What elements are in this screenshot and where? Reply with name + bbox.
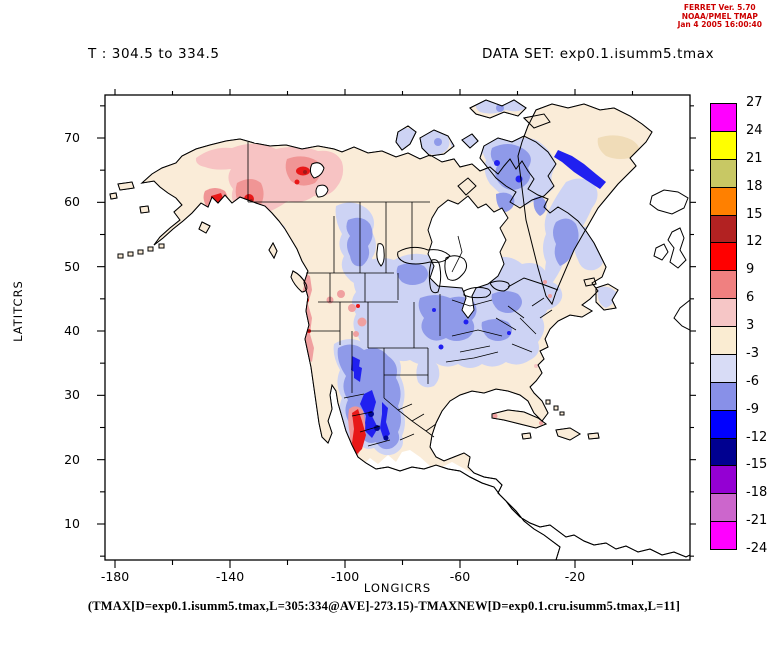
water-bodies	[309, 162, 509, 319]
y-tick-label: 40	[64, 322, 80, 338]
colorbar-boundary-label: 15	[746, 206, 763, 222]
colorbar-block	[710, 186, 737, 216]
y-tick-label: 30	[64, 387, 80, 403]
colorbar-block	[710, 326, 737, 355]
x-tick-label: -20	[564, 569, 586, 584]
colorbar-boundary-label: -6	[746, 373, 759, 389]
plot-title-variable-range: T : 304.5 to 334.5	[88, 46, 220, 62]
colorbar-block	[710, 381, 737, 411]
x-axis-label: LONGICRS	[363, 581, 432, 595]
colorbar-boundary-label: -24	[746, 541, 768, 556]
colorbar-boundary-label: 9	[746, 262, 755, 278]
colorbar-block	[710, 465, 737, 495]
x-tick-label: -60	[449, 569, 471, 584]
colorbar-block	[710, 353, 737, 383]
colorbar-boundary-label: 3	[746, 318, 755, 333]
y-tick-label: 50	[64, 258, 80, 274]
colorbar-boundary-label: 12	[746, 234, 763, 250]
great-bear-lake	[309, 162, 325, 179]
colorbar-boundary-label: -12	[746, 429, 768, 445]
variable-expression-caption: (TMAX[D=exp0.1.isumm5.tmax,L=305:334@AVE…	[87, 599, 681, 613]
y-tick-label: 10	[64, 515, 80, 531]
axis-tick-marks	[97, 89, 696, 568]
plot-frame	[104, 94, 691, 561]
x-tick-label: -180	[100, 569, 130, 584]
y-tick-label: 70	[64, 130, 80, 145]
colorbar-block	[710, 298, 737, 327]
x-tick-label: -140	[215, 569, 245, 584]
lake-winnipeg	[376, 243, 385, 267]
colorbar-block	[710, 214, 737, 244]
colorbar-boundary-label: -18	[746, 485, 768, 501]
colorbar-boundary-label: 6	[746, 290, 755, 306]
ferret-org-line: NOAA/PMEL TMAP	[681, 11, 758, 21]
colorbar-block	[710, 103, 737, 132]
ferret-version-line: FERRET Ver. 5.70	[683, 3, 756, 12]
colorbar-block	[710, 521, 737, 550]
colorbar-boundary-label: 27	[746, 95, 763, 110]
colorbar-boundary-label: -15	[746, 457, 768, 473]
colorbar-block	[710, 130, 737, 160]
great-lakes-outlines	[397, 246, 559, 299]
colorbar-block	[710, 437, 737, 467]
colorbar-block	[710, 270, 737, 300]
y-tick-label: 60	[64, 194, 80, 210]
ferret-version-header: FERRET Ver. 5.70 NOAA/PMEL TMAP Jan 4 20…	[677, 3, 762, 30]
plot-title-dataset: DATA SET: exp0.1.isumm5.tmax	[482, 46, 715, 62]
colorbar-block	[710, 493, 737, 523]
colorbar-block	[710, 158, 737, 188]
colorbar-block	[710, 242, 737, 272]
y-axis-label: LATITCRS	[11, 280, 25, 342]
x-tick-label: -100	[330, 569, 360, 584]
colorbar-boundary-label: -3	[746, 345, 759, 361]
ferret-date-line: Jan 4 2005 16:00:40	[677, 20, 762, 29]
colorbar-boundary-label: -9	[746, 401, 759, 417]
colorbar-block	[710, 409, 737, 439]
colorbar-boundary-label: 21	[746, 150, 763, 166]
colorbar-boundary-label: 18	[746, 178, 763, 194]
hudson-bay	[427, 195, 509, 319]
colorbar-boundary-label: -21	[746, 513, 768, 529]
political-boundaries	[247, 142, 553, 447]
y-tick-label: 20	[64, 451, 80, 467]
great-slave-lake	[315, 184, 329, 198]
colorbar-boundary-label: 24	[746, 122, 763, 138]
